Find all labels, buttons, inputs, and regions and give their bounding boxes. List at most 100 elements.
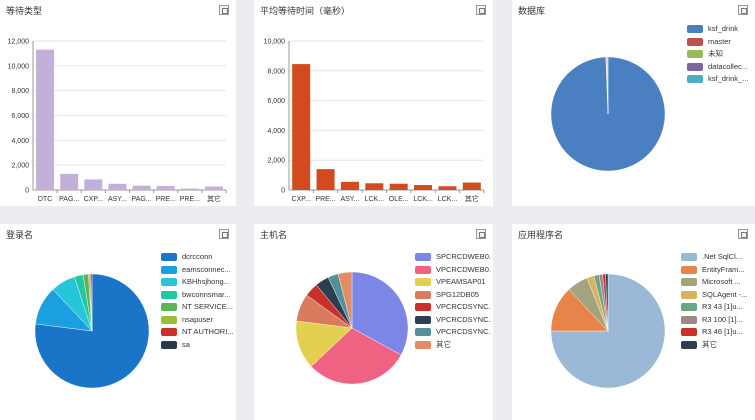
legend-swatch — [681, 278, 697, 286]
legend-item[interactable]: NT AUTHORI... — [161, 327, 233, 340]
login-name-panel: 登录名 dcrcconn eamsconnec... KBHhsjhong... bw… — [0, 224, 236, 420]
x-tick-label: PAG... — [132, 196, 152, 203]
bar[interactable] — [438, 186, 457, 190]
legend-label: master — [708, 36, 731, 46]
legend-swatch — [415, 265, 431, 274]
legend-item[interactable]: 未知 — [687, 49, 751, 62]
legend-item[interactable]: 其它 — [415, 340, 491, 353]
legend-item[interactable]: 其它 — [681, 340, 751, 353]
bar[interactable] — [414, 185, 433, 190]
legend-item[interactable]: sa — [161, 340, 233, 353]
pie-slice[interactable] — [351, 271, 409, 356]
legend-label: SQLAgent -... — [702, 289, 748, 299]
legend-item[interactable]: .Net SqlCl... — [681, 252, 751, 265]
legend-swatch — [161, 340, 177, 349]
x-tick-label: 其它 — [207, 194, 221, 203]
legend-item[interactable]: VPCRCDSYNC... — [415, 302, 491, 315]
legend-item[interactable]: SPCRCDWEB0... — [415, 252, 491, 265]
bar[interactable] — [108, 183, 127, 190]
y-tick-label: 8,000 — [267, 68, 285, 75]
panel-title: 主机名 — [260, 230, 288, 240]
legend-item[interactable]: VPCRCDSYNC... — [415, 327, 491, 340]
legend-item[interactable]: R3 100 [1]... — [681, 315, 751, 328]
bar[interactable] — [156, 186, 175, 190]
close-panel-button[interactable] — [738, 229, 748, 239]
close-panel-button[interactable] — [476, 5, 486, 15]
legend-swatch — [161, 290, 177, 299]
y-tick-label: 6,000 — [267, 98, 285, 105]
pie-slice[interactable] — [310, 327, 402, 385]
legend-label: ksf_drink_... — [708, 74, 749, 83]
legend-item[interactable]: datacollec... — [687, 62, 751, 75]
bar[interactable] — [84, 179, 103, 190]
x-tick-label: ASY... — [108, 196, 127, 203]
bar[interactable] — [36, 49, 55, 190]
legend-label: Microsoft ... — [702, 277, 741, 286]
y-tick-label: 12,000 — [8, 39, 30, 46]
legend-item[interactable]: SQLAgent -... — [681, 290, 751, 303]
bar[interactable] — [132, 185, 151, 190]
x-tick-label: PRE... — [156, 196, 176, 203]
legend-item[interactable]: Microsoft ... — [681, 277, 751, 290]
x-tick-label: DTC — [38, 196, 52, 203]
bar[interactable] — [60, 173, 79, 190]
legend-item[interactable]: R3 46 [1]u... — [681, 327, 751, 340]
legend-item[interactable]: VPCRCDWEB0... — [415, 265, 491, 278]
bar[interactable] — [389, 183, 408, 190]
y-tick-label: 10,000 — [8, 63, 30, 70]
pie-slice[interactable] — [605, 273, 609, 332]
y-tick-label: 10,000 — [264, 39, 286, 46]
pie-slice[interactable] — [607, 56, 609, 115]
legend-item[interactable]: dcrcconn — [161, 252, 233, 265]
legend-swatch — [161, 253, 177, 261]
bar[interactable] — [316, 169, 335, 190]
bar[interactable] — [340, 181, 359, 190]
pie-slice[interactable] — [550, 273, 666, 389]
bar[interactable] — [292, 64, 311, 190]
legend-item[interactable]: eamsconnec... — [161, 265, 233, 278]
panel-title: 平均等待时间（毫秒） — [260, 6, 351, 16]
legend-swatch — [415, 303, 431, 311]
y-tick-label: 0 — [25, 188, 29, 195]
bar[interactable] — [204, 186, 223, 190]
legend-item[interactable]: nsapuser — [161, 315, 233, 328]
legend-swatch — [161, 315, 177, 324]
bar[interactable] — [462, 182, 481, 190]
legend-item[interactable]: ksf_drink_... — [687, 74, 751, 87]
legend-label: VPCRCDSYNC... — [436, 314, 491, 324]
panel-title: 等待类型 — [6, 6, 43, 16]
legend-label: ksf_drink — [708, 24, 739, 33]
legend-label: 未知 — [708, 49, 723, 58]
legend-item[interactable]: KBHhsjhong... — [161, 277, 233, 290]
pie-slice[interactable] — [337, 271, 353, 329]
legend-swatch — [681, 340, 697, 349]
legend-item[interactable]: SPG12DB05 — [415, 290, 491, 303]
x-tick-label: LCK... — [438, 196, 458, 203]
bar[interactable] — [180, 188, 199, 190]
close-panel-button[interactable] — [219, 229, 229, 239]
legend-item[interactable]: bwconnsmar... — [161, 290, 233, 303]
legend-item[interactable]: EntityFram... — [681, 265, 751, 278]
legend-swatch — [681, 265, 697, 274]
close-panel-button[interactable] — [476, 229, 486, 239]
close-panel-button[interactable] — [738, 5, 748, 15]
legend-label: bwconnsmar... — [182, 289, 231, 299]
host-name-legend: SPCRCDWEB0... VPCRCDWEB0... VPEAMSAP01 SPG1… — [415, 252, 491, 352]
legend-item[interactable]: NT SERVICE... — [161, 302, 233, 315]
legend-swatch — [161, 278, 177, 286]
legend-item[interactable]: VPCRCDSYNC... — [415, 315, 491, 328]
legend-item[interactable]: VPEAMSAP01 — [415, 277, 491, 290]
x-tick-label: CXP... — [84, 196, 103, 203]
legend-item[interactable]: master — [687, 37, 751, 50]
pie-slice[interactable] — [34, 273, 150, 389]
close-panel-button[interactable] — [219, 5, 229, 15]
application-name-panel: 应用程序名 .Net SqlCl... EntityFram... Microsof… — [512, 224, 755, 420]
legend-swatch — [415, 340, 431, 349]
y-tick-label: 8,000 — [11, 88, 29, 95]
avg-wait-time-panel: 平均等待时间（毫秒） 0 2,000 4,000 6,000 8,000 10,000 CX… — [254, 0, 493, 206]
host-name-panel: 主机名 SPCRCDWEB0... VPCRCDWEB0... VPEAMSAP01… — [254, 224, 493, 420]
legend-item[interactable]: ksf_drink — [687, 24, 751, 37]
legend-item[interactable]: R3 43 [1]u... — [681, 302, 751, 315]
bar[interactable] — [365, 183, 384, 190]
pie-slice[interactable] — [90, 273, 93, 332]
